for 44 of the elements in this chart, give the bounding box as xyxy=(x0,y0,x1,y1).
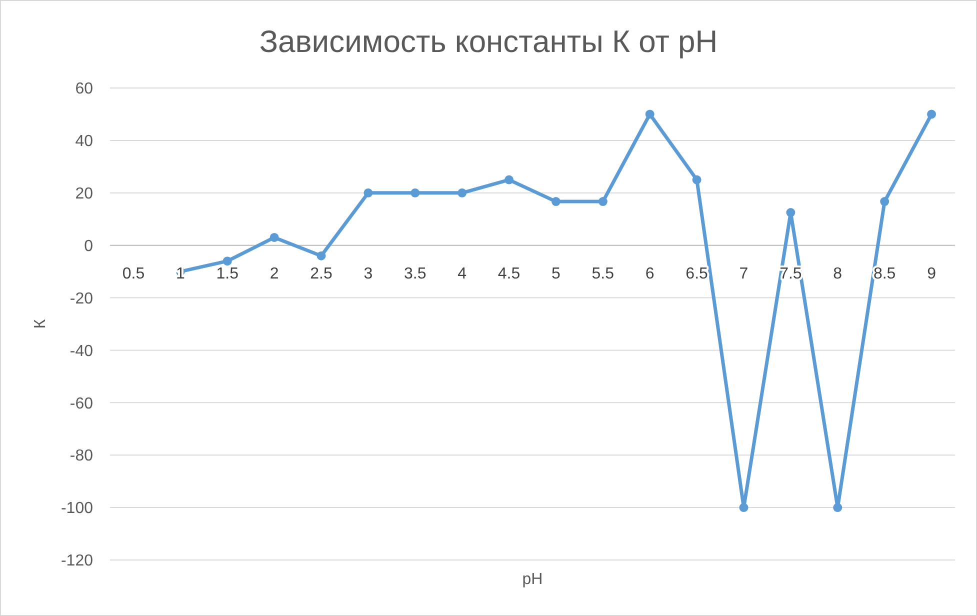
point xyxy=(222,256,232,266)
point xyxy=(270,232,279,242)
y-tick-label: 0 xyxy=(84,238,94,255)
x-tick-label: 3.5 xyxy=(404,265,426,282)
x-tick-label: 4 xyxy=(458,265,467,282)
y-tick-label: 20 xyxy=(75,185,94,202)
x-tick-label: 2 xyxy=(270,265,279,282)
point xyxy=(786,208,796,218)
x-tick-label: 6 xyxy=(645,265,654,282)
point xyxy=(504,175,514,184)
point xyxy=(833,503,842,512)
x-tick-label: 5.5 xyxy=(592,265,614,282)
y-tick-label: -40 xyxy=(70,342,94,360)
x-tick-label: 2.5 xyxy=(310,265,332,282)
point xyxy=(692,175,702,184)
x-tick-label: 3 xyxy=(364,265,373,282)
point xyxy=(645,110,654,119)
x-tick-label: 6.5 xyxy=(686,265,708,282)
point xyxy=(739,503,748,512)
x-tick-label: 9 xyxy=(927,265,936,282)
x-tick-label: 5 xyxy=(552,265,561,282)
y-tick-label: -120 xyxy=(60,552,94,570)
x-tick-label: 4.5 xyxy=(498,265,520,282)
y-tick-label: -80 xyxy=(70,448,94,465)
x-axis-title: pH xyxy=(522,571,543,588)
x-tick-label: 1.5 xyxy=(216,265,239,282)
x-tick-label: 0.5 xyxy=(122,265,145,282)
point xyxy=(598,197,608,206)
y-axis-title: К xyxy=(32,318,49,329)
point xyxy=(364,188,373,198)
x-tick-label: 7 xyxy=(739,265,748,282)
chart-title: Зависимость константы К от pH xyxy=(259,24,718,59)
point xyxy=(927,110,936,119)
point xyxy=(316,251,326,260)
y-tick-label: -60 xyxy=(70,395,94,412)
y-tick-label: 60 xyxy=(75,80,94,98)
point xyxy=(880,197,890,206)
y-tick-label: 40 xyxy=(75,133,94,150)
x-tick-label: 8 xyxy=(833,265,842,282)
y-tick-label: -100 xyxy=(60,500,94,518)
point xyxy=(458,188,467,198)
y-tick-label: -20 xyxy=(70,290,94,308)
point xyxy=(410,188,420,198)
point xyxy=(551,197,560,206)
